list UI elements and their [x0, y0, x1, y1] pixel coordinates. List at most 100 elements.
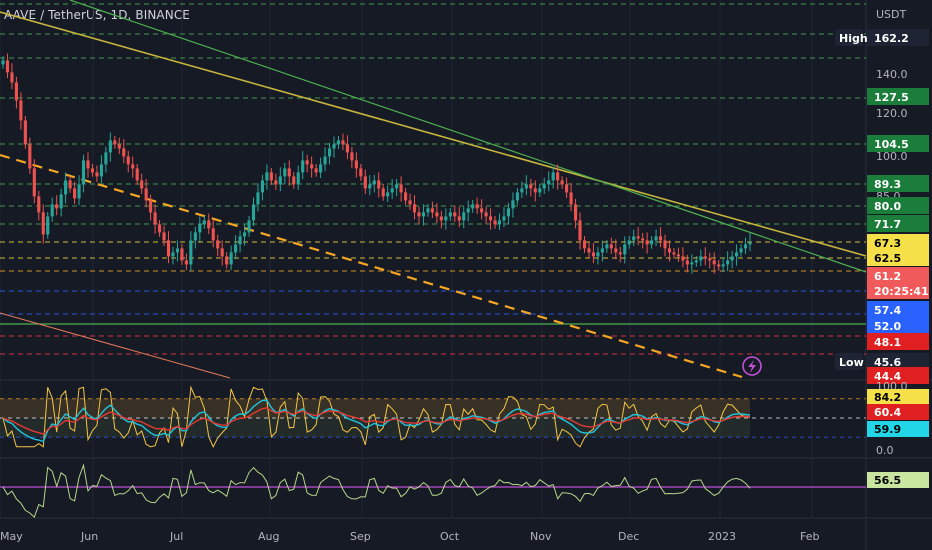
candle: [306, 160, 309, 164]
candle: [77, 184, 80, 198]
candle: [323, 156, 326, 164]
price-tag-text: 20:25:41: [874, 285, 929, 298]
candle: [731, 256, 734, 260]
candle: [444, 216, 447, 220]
low-label-text: Low: [839, 356, 864, 369]
candle: [400, 184, 403, 192]
candle: [681, 256, 684, 260]
candle: [708, 258, 711, 260]
candle: [154, 212, 157, 224]
trendline-lower: [0, 313, 230, 378]
candle: [1, 60, 4, 64]
osc-line: [3, 465, 750, 517]
candle: [386, 192, 389, 196]
price-tag-text: 104.5: [874, 138, 909, 151]
high-label-text: High: [839, 32, 868, 45]
candle: [565, 184, 568, 192]
candle: [109, 140, 112, 152]
rsi-tick-label: 0.0: [876, 444, 894, 457]
x-tick-label: Oct: [440, 530, 460, 543]
candle: [261, 180, 264, 192]
candle: [140, 180, 143, 188]
candle: [748, 242, 751, 244]
candle: [529, 184, 532, 188]
candle: [722, 264, 725, 266]
candle: [596, 252, 599, 256]
candle: [274, 180, 277, 184]
rsi-tag-text: 60.4: [874, 406, 901, 419]
candle: [46, 216, 49, 234]
candle: [422, 212, 425, 216]
candle: [623, 244, 626, 254]
candle: [33, 168, 36, 196]
candle: [628, 240, 631, 244]
candle: [86, 160, 89, 168]
candle: [690, 262, 693, 264]
candle: [292, 176, 295, 184]
candle: [538, 188, 541, 192]
candle: [270, 172, 273, 180]
candle: [6, 60, 9, 72]
candle: [408, 200, 411, 204]
candle: [221, 248, 224, 256]
candle: [561, 180, 564, 184]
candle: [234, 244, 237, 252]
candle: [189, 240, 192, 264]
candle: [279, 176, 282, 184]
candle: [413, 204, 416, 212]
x-tick-label: Jun: [80, 530, 98, 543]
candle: [498, 220, 501, 224]
candle: [91, 168, 94, 172]
candle: [462, 212, 465, 220]
candle: [485, 212, 488, 216]
candle: [162, 232, 165, 240]
price-tag-text: 67.3: [874, 237, 901, 250]
candle: [467, 208, 470, 212]
candle: [252, 204, 255, 220]
x-tick-label: Nov: [530, 530, 552, 543]
candle: [319, 164, 322, 172]
candle: [122, 148, 125, 156]
candle: [637, 236, 640, 238]
x-tick-label: Jul: [169, 530, 183, 543]
candle: [194, 232, 197, 240]
candle: [247, 220, 250, 232]
candle: [24, 120, 27, 144]
price-tag-text: 57.4: [874, 304, 901, 317]
candle: [368, 184, 371, 188]
candle: [10, 72, 13, 82]
price-tag-text: 162.2: [874, 32, 909, 45]
candle: [42, 212, 45, 234]
candle: [511, 200, 514, 208]
candle: [127, 156, 130, 164]
candle: [476, 204, 479, 208]
candle: [449, 212, 452, 216]
candle: [458, 216, 461, 220]
candle: [15, 82, 18, 100]
x-tick-label: Dec: [618, 530, 639, 543]
candle: [332, 144, 335, 148]
candle: [489, 216, 492, 220]
candle: [203, 220, 206, 224]
candle: [502, 216, 505, 220]
candle: [118, 144, 121, 148]
x-tick-label: Feb: [800, 530, 819, 543]
candle: [619, 252, 622, 254]
candle: [543, 184, 546, 188]
price-tag-text: 71.7: [874, 218, 901, 231]
candle: [614, 248, 617, 252]
candle: [373, 180, 376, 184]
candle: [592, 252, 595, 256]
candle: [574, 204, 577, 220]
candle: [547, 180, 550, 184]
candle: [256, 192, 259, 204]
candle: [158, 224, 161, 232]
candle: [60, 194, 63, 208]
x-tick-label: 2023: [708, 530, 736, 543]
candle: [507, 208, 510, 216]
candle: [699, 256, 702, 260]
candle: [239, 236, 242, 244]
candle: [212, 228, 215, 240]
rsi-tag-text: 59.9: [874, 423, 901, 436]
